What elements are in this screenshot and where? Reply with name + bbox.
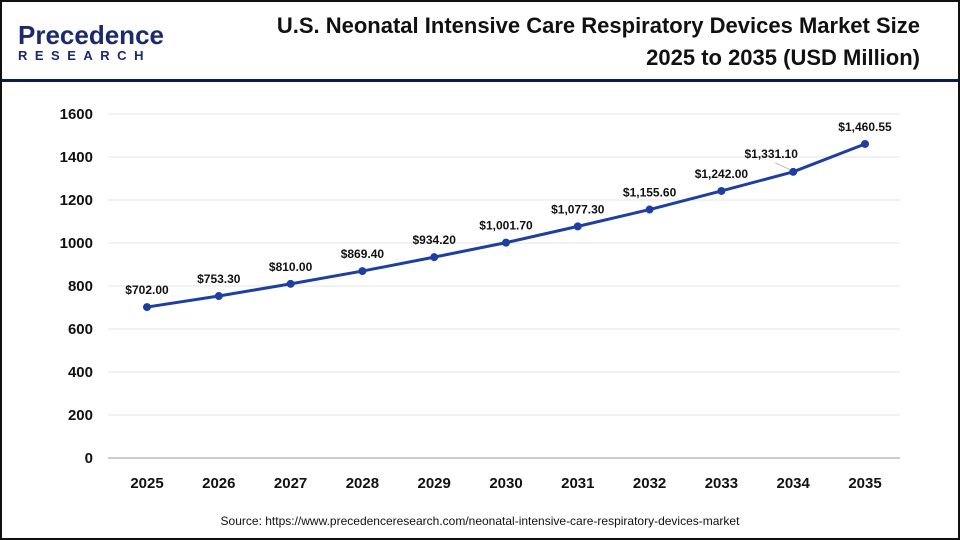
x-tick-label: 2029 xyxy=(418,475,451,492)
x-tick-label: 2034 xyxy=(777,475,811,492)
y-tick-label: 400 xyxy=(68,364,93,381)
x-tick-label: 2032 xyxy=(633,475,666,492)
logo-line2: RESEARCH xyxy=(18,48,151,63)
logo-line1: Precedence xyxy=(18,20,164,50)
data-label: $753.30 xyxy=(197,272,241,286)
source-text: Source: https://www.precedenceresearch.c… xyxy=(220,514,740,528)
data-point xyxy=(358,267,367,276)
x-tick-label: 2030 xyxy=(489,475,522,492)
y-tick-label: 1000 xyxy=(60,235,93,252)
y-tick-label: 1200 xyxy=(60,192,93,209)
data-point xyxy=(861,139,869,148)
data-label: $1,077.30 xyxy=(551,202,605,216)
x-tick-label: 2035 xyxy=(848,475,881,492)
x-tick-label: 2031 xyxy=(561,475,594,492)
x-tick-label: 2033 xyxy=(705,475,738,492)
chart-title: U.S. Neonatal Intensive Care Respiratory… xyxy=(200,10,920,74)
data-point xyxy=(143,303,151,312)
title-line1: U.S. Neonatal Intensive Care Respiratory… xyxy=(276,13,920,38)
y-tick-label: 200 xyxy=(68,407,93,424)
data-point xyxy=(430,253,439,262)
data-point xyxy=(789,167,798,176)
title-line2: 2025 to 2035 (USD Million) xyxy=(646,45,920,70)
data-label: $934.20 xyxy=(413,233,457,247)
y-tick-label: 600 xyxy=(68,321,93,338)
data-label: $1,155.60 xyxy=(623,186,677,200)
data-point xyxy=(286,279,295,288)
y-tick-label: 1600 xyxy=(60,106,93,123)
y-tick-label: 1400 xyxy=(60,149,93,166)
data-label: $1,242.00 xyxy=(695,167,749,181)
x-tick-label: 2028 xyxy=(346,475,379,492)
data-label: $1,460.55 xyxy=(838,120,892,134)
data-point xyxy=(645,205,654,214)
data-label: $1,001.70 xyxy=(479,219,533,233)
data-label: $810.00 xyxy=(269,260,313,274)
data-label: $702.00 xyxy=(125,283,169,297)
data-point xyxy=(717,186,726,195)
x-tick-label: 2025 xyxy=(130,475,163,492)
x-tick-label: 2027 xyxy=(274,475,307,492)
data-label: $869.40 xyxy=(341,247,385,261)
leader-line xyxy=(774,162,791,171)
data-point xyxy=(573,222,582,231)
logo: Precedence RESEARCH xyxy=(18,20,164,63)
data-label: $1,331.10 xyxy=(745,147,799,161)
x-tick-label: 2026 xyxy=(202,475,235,492)
header-divider xyxy=(2,79,958,82)
y-tick-label: 0 xyxy=(85,450,93,467)
data-point xyxy=(502,238,510,247)
data-point xyxy=(214,292,223,301)
y-tick-label: 800 xyxy=(68,278,93,295)
